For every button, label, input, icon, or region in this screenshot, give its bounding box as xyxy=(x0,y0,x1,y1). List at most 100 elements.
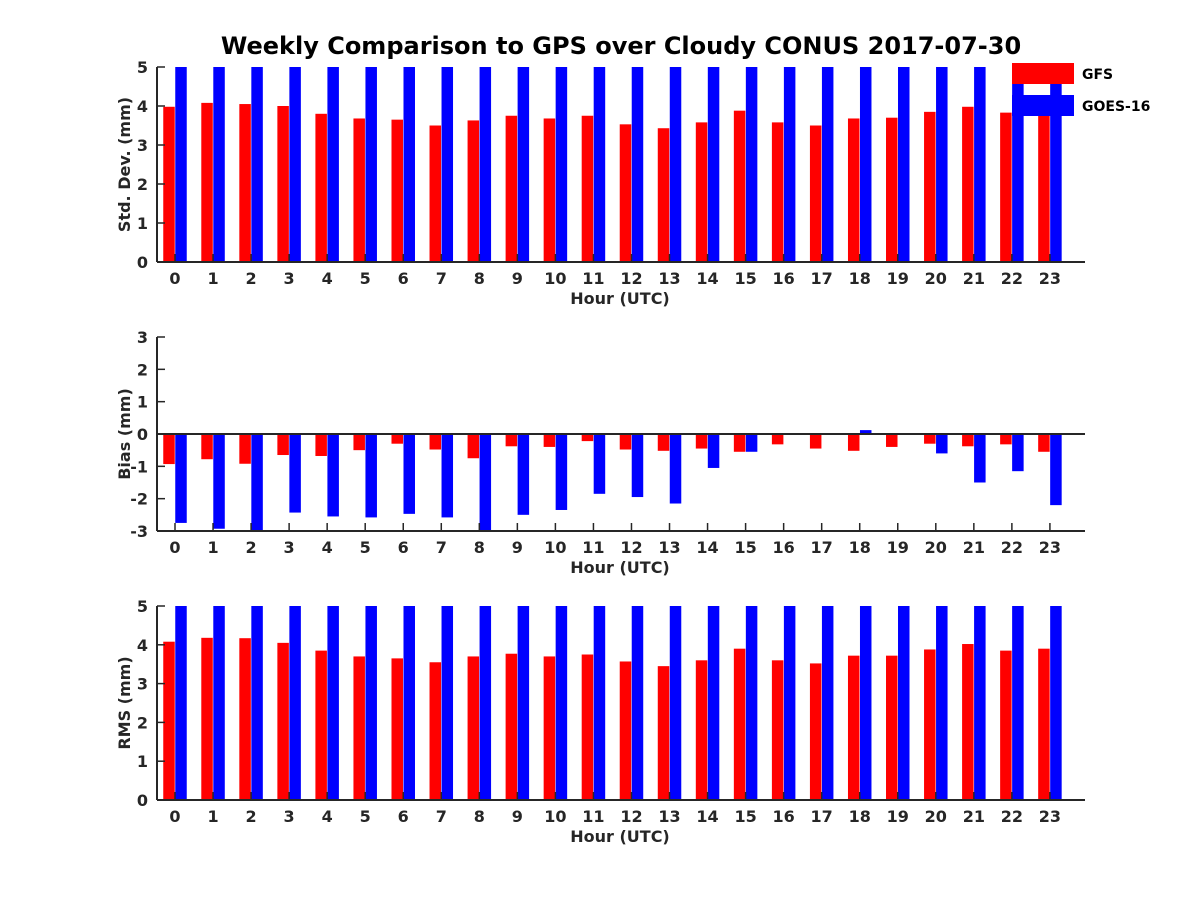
bar-gfs-hour-16 xyxy=(771,660,784,800)
bar-goes-16-hour-5 xyxy=(365,434,377,518)
bar-gfs-hour-22 xyxy=(1000,434,1012,445)
x-tick-label: 22 xyxy=(1001,538,1023,557)
bar-goes-16-hour-17 xyxy=(821,606,834,800)
x-tick-label: 18 xyxy=(849,269,871,288)
y-tick-label: 2 xyxy=(137,713,148,732)
bar-goes-16-hour-5 xyxy=(365,67,377,262)
bar-gfs-hour-11 xyxy=(581,654,594,800)
y-tick-label: 2 xyxy=(137,175,148,194)
bar-goes-16-hour-23 xyxy=(1050,606,1062,800)
bar-gfs-hour-9 xyxy=(505,434,518,447)
bar-goes-16-hour-20 xyxy=(936,606,948,800)
bar-goes-16-hour-18 xyxy=(859,430,872,434)
x-tick-label: 19 xyxy=(887,807,909,826)
bar-gfs-hour-2 xyxy=(239,434,251,464)
y-tick-label: -2 xyxy=(130,490,148,509)
bar-goes-16-hour-15 xyxy=(745,606,758,800)
bar-gfs-hour-18 xyxy=(847,434,860,451)
y-tick-label: 5 xyxy=(137,58,148,77)
x-tick-label: 4 xyxy=(322,807,333,826)
bar-goes-16-hour-3 xyxy=(289,67,301,262)
bar-goes-16-hour-16 xyxy=(783,67,796,262)
bar-gfs-hour-17 xyxy=(809,663,822,800)
bar-goes-16-hour-6 xyxy=(403,67,415,262)
bar-goes-16-hour-20 xyxy=(936,67,948,262)
bar-gfs-hour-8 xyxy=(467,656,480,800)
bar-goes-16-hour-2 xyxy=(251,434,263,531)
bar-goes-16-hour-2 xyxy=(251,606,263,800)
bar-goes-16-hour-5 xyxy=(365,606,377,800)
y-tick-label: 1 xyxy=(137,214,148,233)
bar-gfs-hour-2 xyxy=(239,638,251,800)
x-tick-label: 14 xyxy=(696,269,718,288)
bar-goes-16-hour-7 xyxy=(441,67,454,262)
x-tick-label: 18 xyxy=(849,538,871,557)
bar-gfs-hour-15 xyxy=(733,434,746,452)
bar-gfs-hour-9 xyxy=(505,653,518,800)
bar-goes-16-hour-15 xyxy=(745,67,758,262)
bar-goes-16-hour-22 xyxy=(1012,606,1024,800)
x-tick-label: 19 xyxy=(887,269,909,288)
bar-gfs-hour-10 xyxy=(543,434,556,447)
bar-gfs-hour-19 xyxy=(886,655,898,800)
x-tick-label: 17 xyxy=(811,269,833,288)
legend: GFS GOES-16 xyxy=(1012,63,1150,116)
bars xyxy=(163,67,1062,263)
x-tick-label: 15 xyxy=(734,538,756,557)
x-tick-label: 17 xyxy=(811,807,833,826)
bar-gfs-hour-0 xyxy=(163,106,175,262)
x-tick-label: 22 xyxy=(1001,269,1023,288)
bar-goes-16-hour-14 xyxy=(707,434,720,468)
bar-gfs-hour-6 xyxy=(391,434,403,444)
bar-gfs-hour-18 xyxy=(847,118,860,262)
x-tick-label: 22 xyxy=(1001,807,1023,826)
bar-goes-16-hour-7 xyxy=(441,606,454,800)
x-tick-label: 21 xyxy=(963,538,985,557)
bar-gfs-hour-1 xyxy=(201,637,213,800)
x-tick-label: 5 xyxy=(360,807,371,826)
bar-goes-16-hour-20 xyxy=(936,434,948,454)
legend-swatch-gfs xyxy=(1012,63,1074,84)
bar-gfs-hour-10 xyxy=(543,118,556,262)
bar-gfs-hour-13 xyxy=(657,666,670,800)
x-tick-label: 14 xyxy=(696,807,718,826)
bar-goes-16-hour-23 xyxy=(1050,67,1062,262)
bar-gfs-hour-20 xyxy=(924,434,936,444)
x-tick-label: 3 xyxy=(284,538,295,557)
x-tick-label: 7 xyxy=(436,538,447,557)
bar-goes-16-hour-6 xyxy=(403,606,415,800)
bar-gfs-hour-23 xyxy=(1038,434,1050,452)
bars xyxy=(163,430,1062,531)
x-tick-label: 14 xyxy=(696,538,718,557)
bar-gfs-hour-0 xyxy=(163,434,175,465)
bar-goes-16-hour-6 xyxy=(403,434,415,514)
x-tick-label: 21 xyxy=(963,269,985,288)
x-tick-label: 17 xyxy=(811,538,833,557)
bar-gfs-hour-21 xyxy=(962,106,974,262)
x-tick-label: 18 xyxy=(849,807,871,826)
x-tick-label: 11 xyxy=(582,269,604,288)
bar-gfs-hour-2 xyxy=(239,104,251,262)
x-tick-label: 12 xyxy=(620,538,642,557)
bar-goes-16-hour-21 xyxy=(974,67,986,262)
bar-gfs-hour-10 xyxy=(543,656,556,800)
x-tick-label: 8 xyxy=(474,538,485,557)
x-tick-label: 23 xyxy=(1039,538,1061,557)
bar-gfs-hour-14 xyxy=(695,122,708,262)
x-tick-label: 23 xyxy=(1039,807,1061,826)
bar-gfs-hour-23 xyxy=(1038,114,1050,262)
x-tick-label: 21 xyxy=(963,807,985,826)
bar-gfs-hour-8 xyxy=(467,434,480,459)
bar-goes-16-hour-4 xyxy=(327,67,339,262)
bar-goes-16-hour-17 xyxy=(821,67,834,262)
bar-goes-16-hour-22 xyxy=(1012,67,1024,262)
x-tick-label: 0 xyxy=(169,807,180,826)
bar-goes-16-hour-1 xyxy=(213,67,225,262)
bar-gfs-hour-11 xyxy=(581,115,594,262)
bar-gfs-hour-20 xyxy=(924,649,936,800)
x-axis-label: Hour (UTC) xyxy=(570,289,670,308)
bar-gfs-hour-17 xyxy=(809,434,822,449)
bar-goes-16-hour-13 xyxy=(669,67,682,262)
